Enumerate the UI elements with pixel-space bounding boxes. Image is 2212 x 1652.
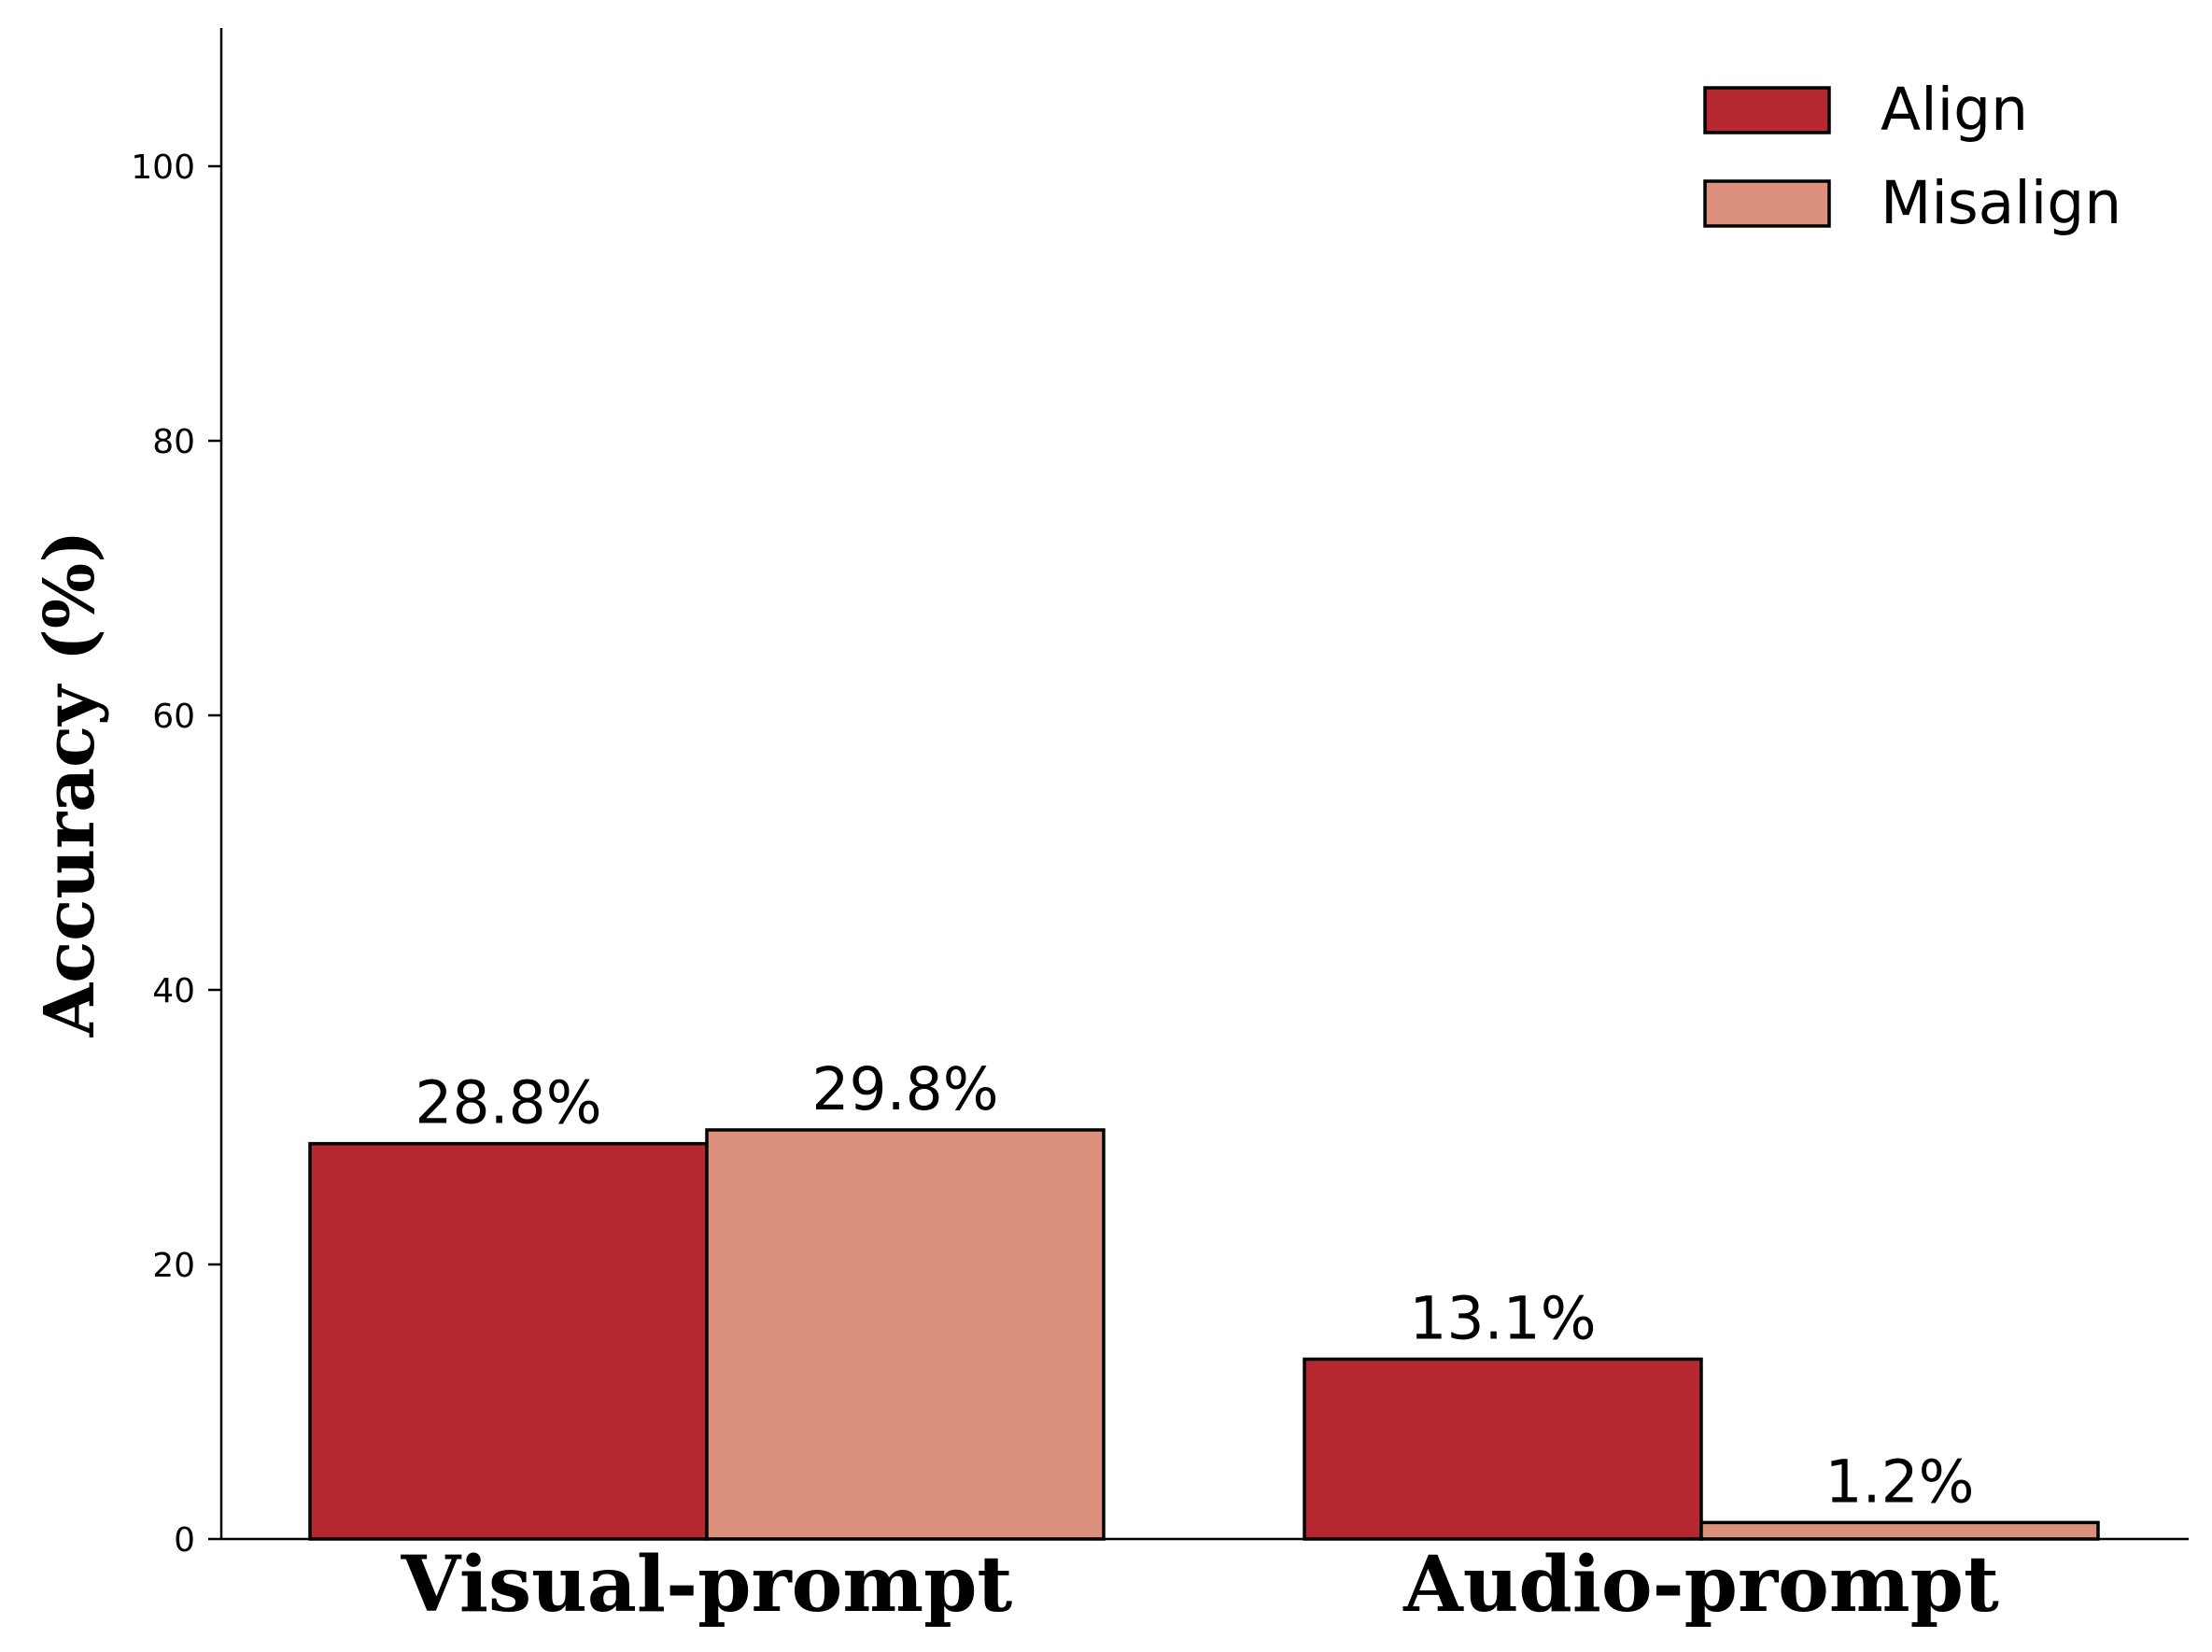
data-label-misalign-1: 1.2% xyxy=(1825,1447,1974,1516)
legend-swatch-misalign xyxy=(1703,179,1831,228)
x-tick-label-1: Audio-prompt xyxy=(1402,1540,1999,1630)
y-tick-label-0: 0 xyxy=(174,1521,195,1560)
y-tick-label-5: 100 xyxy=(131,148,195,187)
data-label-misalign-0: 29.8% xyxy=(811,1055,998,1123)
y-ticks-group: 0 20 40 60 80 100 xyxy=(131,148,221,1560)
bar-misalign-1 xyxy=(1699,1520,2100,1541)
bar-align-0 xyxy=(308,1141,709,1541)
y-tick-label-4: 80 xyxy=(152,423,195,461)
y-tick-label-3: 60 xyxy=(152,698,195,736)
data-labels-group: 28.8% 29.8% 13.1% 1.2% xyxy=(415,1055,1974,1516)
bar-align-1 xyxy=(1303,1357,1703,1541)
data-label-align-1: 13.1% xyxy=(1409,1284,1596,1352)
bars-group xyxy=(308,1128,2100,1541)
bar-misalign-0 xyxy=(705,1128,1106,1541)
y-tick-label-1: 20 xyxy=(152,1247,195,1285)
y-tick-label-2: 40 xyxy=(152,972,195,1010)
y-axis-title: Accuracy (%) xyxy=(30,530,110,1038)
x-tick-label-0: Visual-prompt xyxy=(401,1540,1013,1630)
legend: Align Misalign xyxy=(1703,76,2121,237)
legend-label-align: Align xyxy=(1881,76,2028,144)
data-label-align-0: 28.8% xyxy=(415,1069,601,1137)
x-labels-group: Visual-prompt Audio-prompt xyxy=(401,1540,1999,1630)
axes-group xyxy=(219,28,2189,1541)
legend-swatch-align xyxy=(1703,86,1831,134)
legend-label-misalign: Misalign xyxy=(1881,169,2121,237)
